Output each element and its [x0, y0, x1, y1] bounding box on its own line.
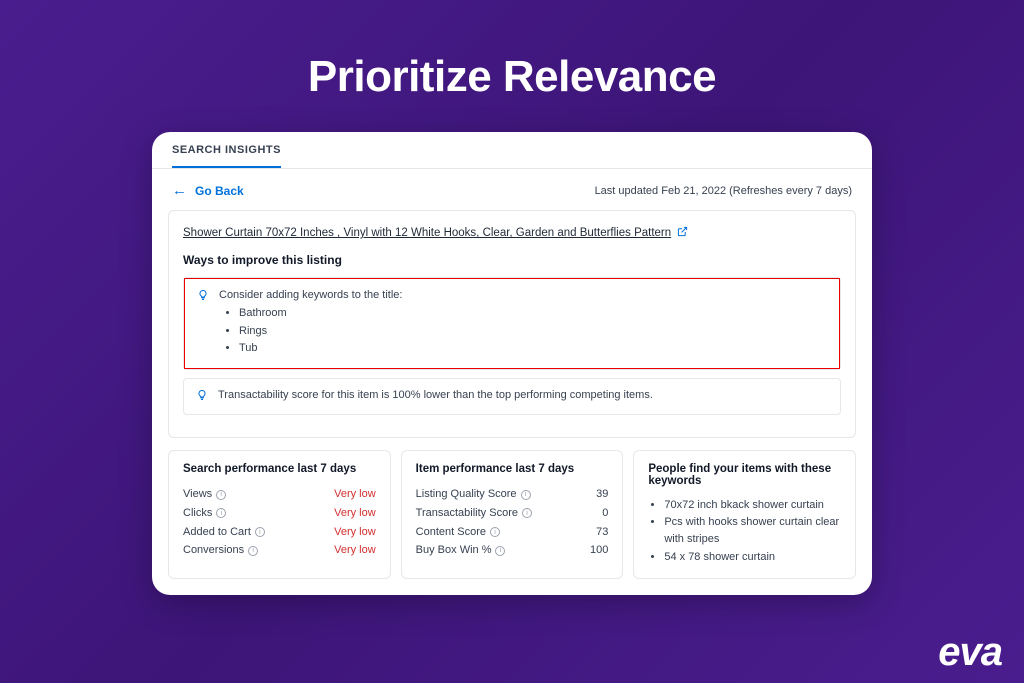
stat-row: Clicksi Very low [183, 504, 376, 523]
stat-label: Transactability Scorei [416, 504, 532, 523]
found-keyword: 70x72 inch bkack shower curtain [664, 497, 841, 514]
tip-keywords-content: Consider adding keywords to the title: B… [219, 289, 402, 358]
tab-bar: SEARCH INSIGHTS [152, 132, 872, 169]
stat-value: 39 [596, 485, 608, 504]
keywords-card: People find your items with these keywor… [633, 450, 856, 578]
item-performance-card: Item performance last 7 days Listing Qua… [401, 450, 624, 578]
suggested-keyword: Rings [239, 323, 402, 341]
stat-value: Very low [334, 485, 376, 504]
stat-row: Added to Carti Very low [183, 523, 376, 542]
found-keyword: 54 x 78 shower curtain [664, 549, 841, 566]
listing-title-link[interactable]: Shower Curtain 70x72 Inches , Vinyl with… [183, 226, 688, 240]
info-icon[interactable]: i [216, 508, 226, 518]
info-icon[interactable]: i [216, 490, 226, 500]
stat-row: Listing Quality Scorei 39 [416, 485, 609, 504]
tip-keywords-box: Consider adding keywords to the title: B… [183, 277, 841, 370]
lightbulb-icon [197, 289, 209, 358]
tip-transactability-box: Transactability score for this item is 1… [183, 378, 841, 416]
stat-label: Buy Box Win %i [416, 541, 506, 560]
stat-label: Added to Carti [183, 523, 265, 542]
panel-header: ← Go Back Last updated Feb 21, 2022 (Ref… [152, 169, 872, 210]
stat-value: 73 [596, 523, 608, 542]
tip-transactability-inner: Transactability score for this item is 1… [184, 379, 840, 415]
listing-title-text: Shower Curtain 70x72 Inches , Vinyl with… [183, 227, 671, 239]
stat-value: 0 [602, 504, 608, 523]
insights-panel: SEARCH INSIGHTS ← Go Back Last updated F… [152, 132, 872, 595]
lightbulb-icon [196, 389, 208, 405]
keywords-card-title: People find your items with these keywor… [648, 463, 841, 487]
info-icon[interactable]: i [490, 527, 500, 537]
stat-label: Viewsi [183, 485, 226, 504]
stat-row: Viewsi Very low [183, 485, 376, 504]
suggested-keywords-list: Bathroom Rings Tub [219, 305, 402, 358]
info-icon[interactable]: i [522, 508, 532, 518]
arrow-left-icon: ← [172, 183, 187, 198]
stats-row: Search performance last 7 days Viewsi Ve… [168, 450, 856, 578]
stat-label: Conversionsi [183, 541, 258, 560]
tip-keywords-highlight: Consider adding keywords to the title: B… [184, 278, 840, 369]
go-back-label: Go Back [195, 184, 244, 198]
go-back-button[interactable]: ← Go Back [172, 183, 244, 198]
found-keywords-list: 70x72 inch bkack shower curtain Pcs with… [648, 497, 841, 565]
info-icon[interactable]: i [255, 527, 265, 537]
stat-label: Content Scorei [416, 523, 500, 542]
last-updated-text: Last updated Feb 21, 2022 (Refreshes eve… [595, 185, 852, 197]
stat-value: Very low [334, 541, 376, 560]
stat-row: Conversionsi Very low [183, 541, 376, 560]
info-icon[interactable]: i [248, 546, 258, 556]
search-performance-card: Search performance last 7 days Viewsi Ve… [168, 450, 391, 578]
stat-row: Transactability Scorei 0 [416, 504, 609, 523]
hero-title: Prioritize Relevance [0, 0, 1024, 102]
found-keyword: Pcs with hooks shower curtain clear with… [664, 514, 841, 548]
stat-label: Listing Quality Scorei [416, 485, 531, 504]
stat-row: Buy Box Win %i 100 [416, 541, 609, 560]
external-link-icon [677, 226, 688, 240]
panel-content: Shower Curtain 70x72 Inches , Vinyl with… [152, 210, 872, 595]
listing-card: Shower Curtain 70x72 Inches , Vinyl with… [168, 210, 856, 438]
suggested-keyword: Tub [239, 340, 402, 358]
item-performance-title: Item performance last 7 days [416, 463, 609, 475]
suggested-keyword: Bathroom [239, 305, 402, 323]
stat-value: Very low [334, 523, 376, 542]
tip-keywords-text: Consider adding keywords to the title: [219, 289, 402, 301]
tab-search-insights[interactable]: SEARCH INSIGHTS [172, 132, 281, 168]
tip-transactability-text: Transactability score for this item is 1… [218, 389, 653, 405]
info-icon[interactable]: i [521, 490, 531, 500]
stat-label: Clicksi [183, 504, 226, 523]
stat-value: 100 [590, 541, 608, 560]
stat-value: Very low [334, 504, 376, 523]
ways-heading: Ways to improve this listing [183, 253, 841, 267]
search-performance-title: Search performance last 7 days [183, 463, 376, 475]
stat-row: Content Scorei 73 [416, 523, 609, 542]
brand-logo: eva [938, 630, 1002, 675]
info-icon[interactable]: i [495, 546, 505, 556]
